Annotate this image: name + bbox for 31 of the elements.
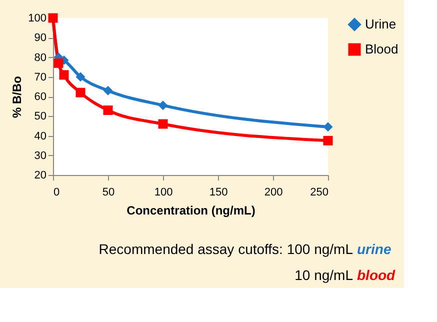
y-tick-label: 70 xyxy=(34,71,46,84)
y-tick-label: 30 xyxy=(34,150,46,162)
point xyxy=(158,100,168,110)
x-tick-label: 50 xyxy=(102,186,115,198)
text: 10 ng/mL blood xyxy=(294,267,396,283)
x-tick-label: 0 xyxy=(54,186,60,198)
point xyxy=(76,72,86,82)
y-tick-label: 20 xyxy=(34,170,46,182)
point xyxy=(323,122,333,132)
y-tick-label: 40 xyxy=(34,130,46,142)
y-tick-label: 90 xyxy=(34,32,46,44)
y-tick-label: 100 xyxy=(28,12,46,24)
x-tick-label: 100 xyxy=(154,186,173,198)
x-axis-title: Concentration (ng/mL) xyxy=(126,204,256,218)
point xyxy=(103,86,113,96)
legend-label: Blood xyxy=(365,42,398,56)
legend-label: Urine xyxy=(365,16,396,32)
point xyxy=(59,70,69,80)
x-tick-label: 250 xyxy=(310,186,328,198)
y-tick-label: 80 xyxy=(34,52,46,64)
text: Recommended assay cutoffs: 100 ng/mL urine xyxy=(98,241,392,257)
y-tick-label: 60 xyxy=(34,91,46,103)
x-tick-label: 200 xyxy=(264,186,283,198)
point xyxy=(323,136,333,146)
y-tick-label: 50 xyxy=(34,110,46,123)
point xyxy=(158,119,168,129)
point xyxy=(54,58,64,68)
x-tick-label: 150 xyxy=(209,186,228,198)
point xyxy=(103,105,113,115)
point xyxy=(76,88,86,98)
y-axis-title: % B/Bo xyxy=(10,76,24,118)
